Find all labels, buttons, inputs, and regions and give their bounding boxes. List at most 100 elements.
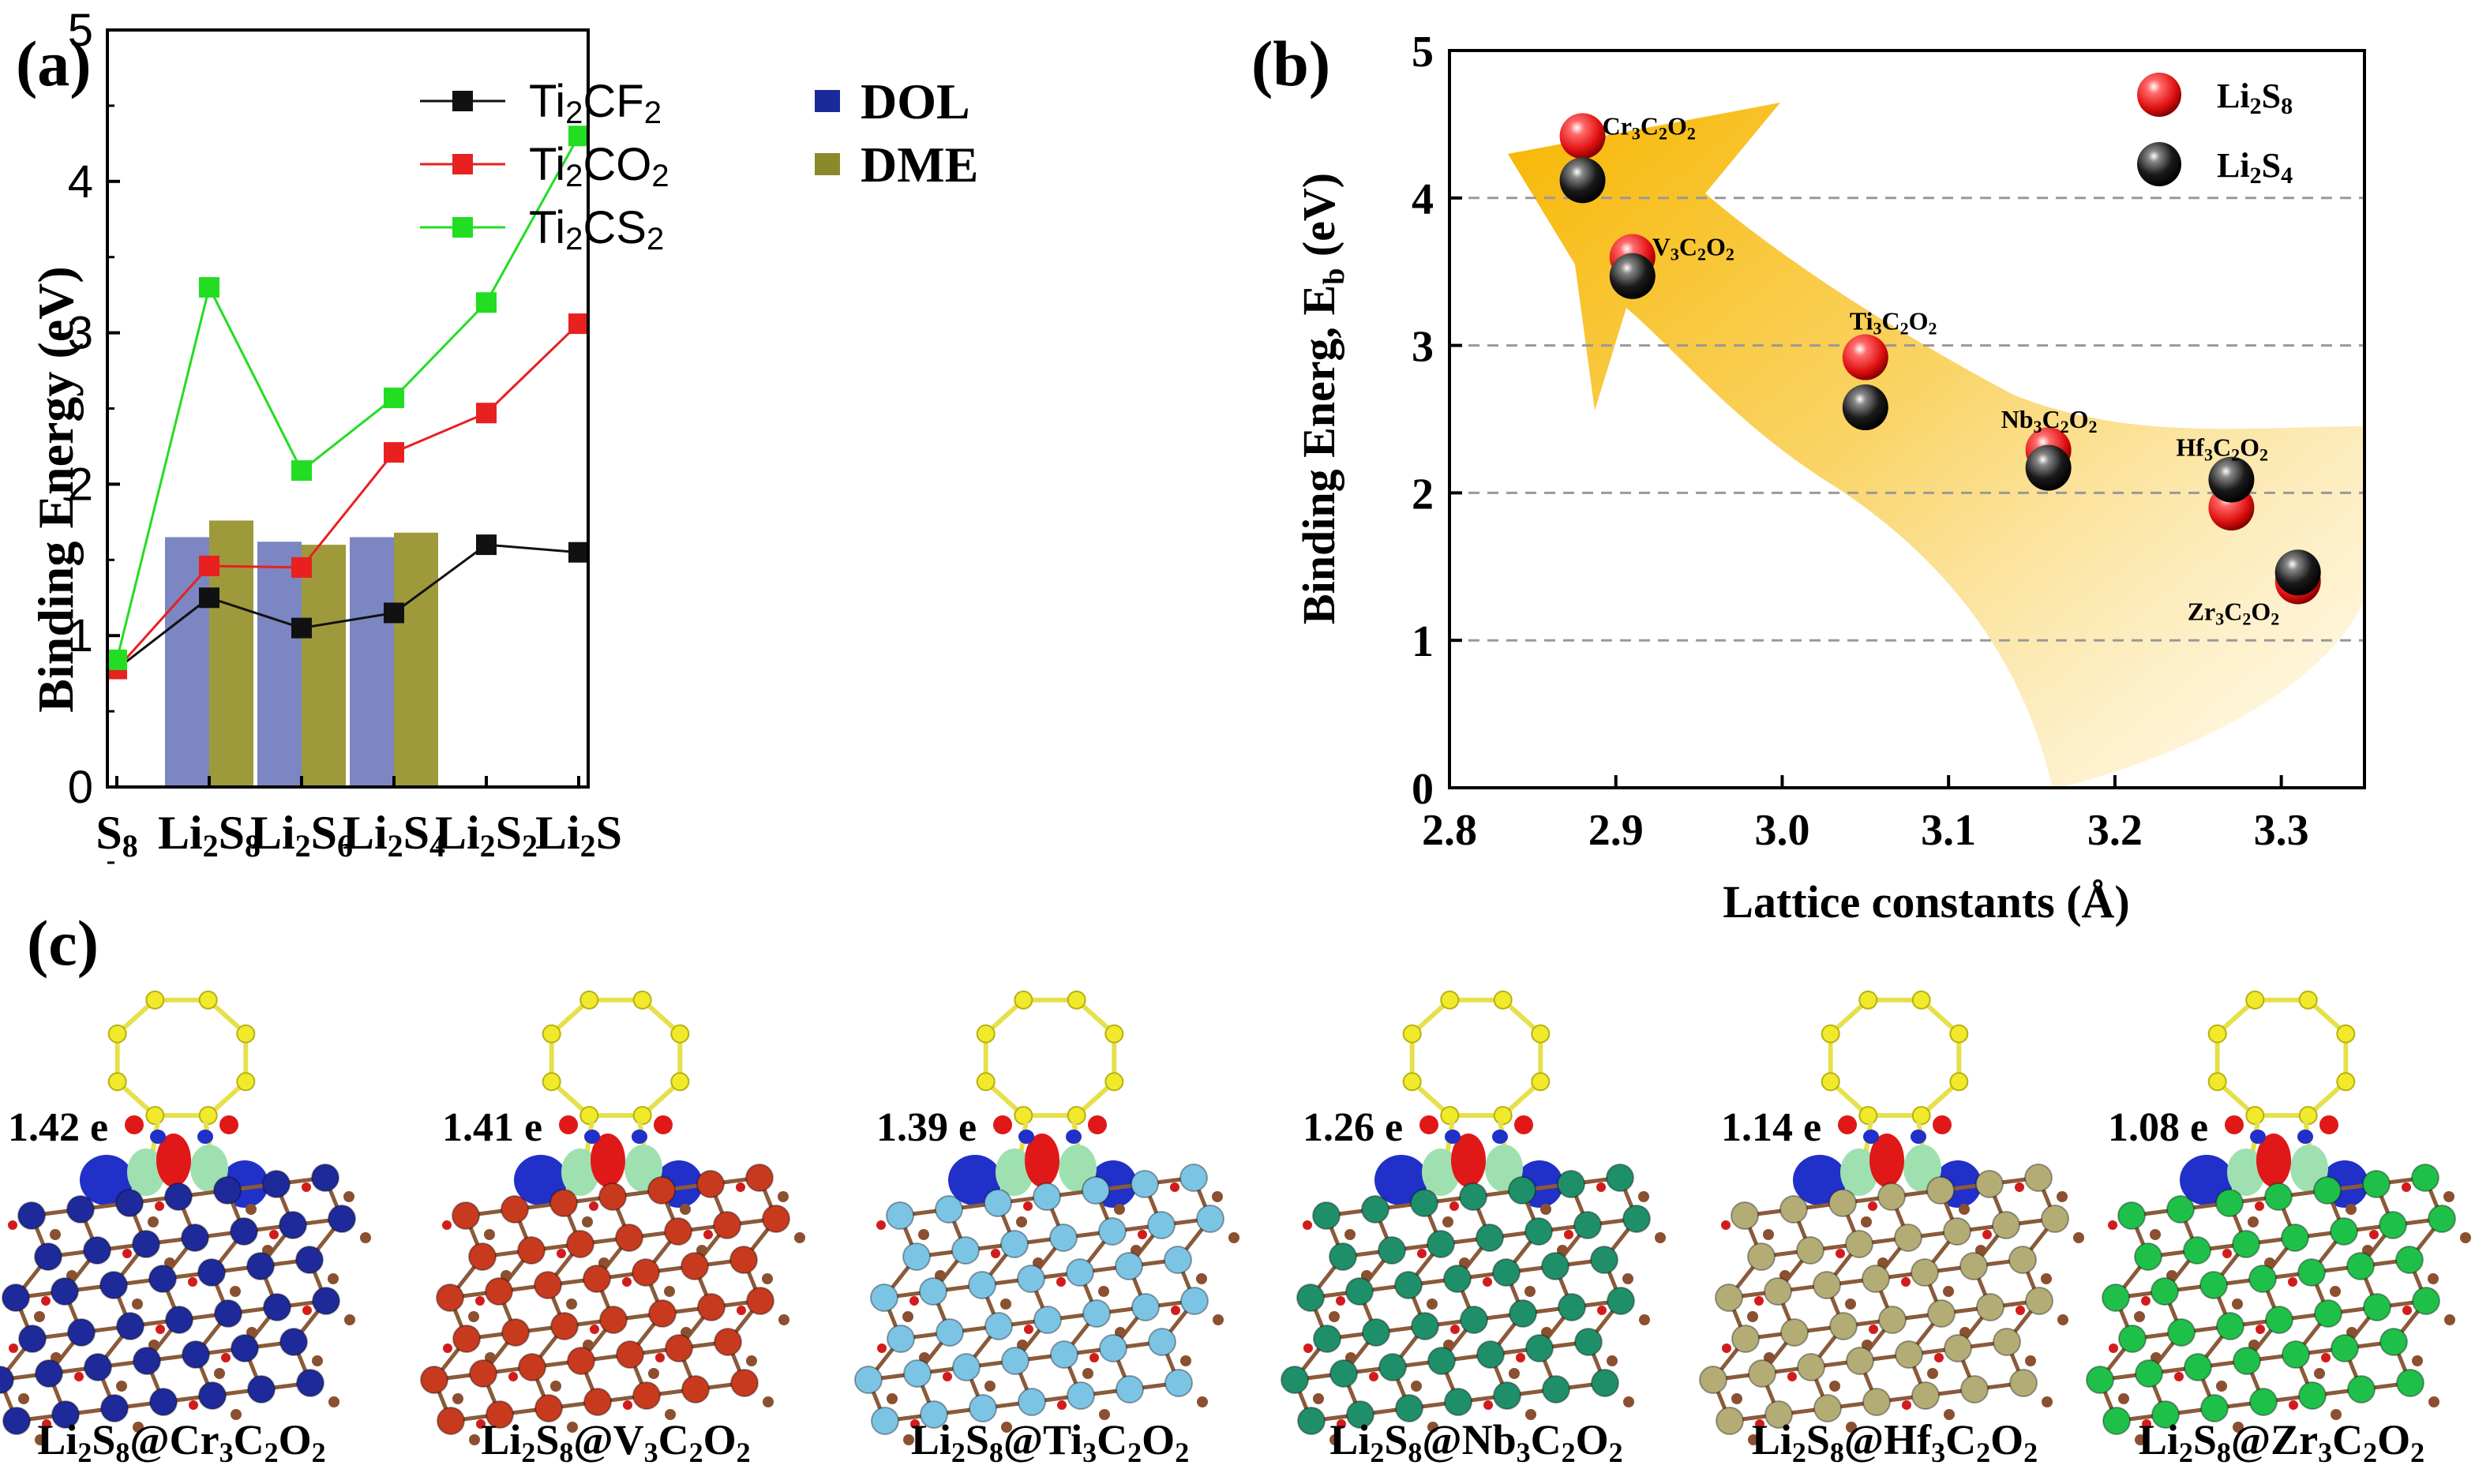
oxygen-atom (2402, 1306, 2412, 1315)
carbon-atom (935, 1270, 946, 1281)
charge-accumulation-blob (1088, 1115, 1107, 1134)
metal-atom (133, 1347, 161, 1375)
oxygen-atom (2256, 1325, 2265, 1334)
oxygen-atom (1721, 1220, 1731, 1230)
oxygen-atom (1869, 1325, 1878, 1334)
metal-atom (1862, 1265, 1890, 1293)
bar-dol-1 (165, 537, 209, 787)
metal-atom (1524, 1217, 1553, 1246)
metal-atom (1895, 1340, 1923, 1369)
charge-depletion-blob (1911, 1130, 1926, 1144)
metal-atom (632, 1258, 660, 1287)
oxygen-atom (1417, 1249, 1427, 1258)
sulfur-atom (145, 990, 165, 1010)
carbon-atom (2362, 1245, 2373, 1256)
series-line-ti2cs2 (115, 135, 580, 661)
oxygen-atom (2222, 1249, 2232, 1258)
caption-part: 2 (264, 1437, 279, 1468)
lithium-atom (561, 1149, 599, 1196)
mxene-slab (420, 1164, 805, 1445)
metal-atom (2428, 1205, 2456, 1233)
s8-ring-bond (2214, 997, 2349, 1119)
panel-b-y-axis-label: Binding Energ, Eb (eV) (1293, 173, 1351, 624)
oxygen-atom (1450, 1325, 1460, 1334)
carbon-atom (1524, 1286, 1536, 1297)
metal-atom (1001, 1347, 1029, 1375)
panel-b-gridlines (1449, 197, 2364, 642)
metal-atom (115, 1189, 144, 1217)
sulfur-atom (2336, 1024, 2356, 1044)
oxygen-atom (2015, 1182, 2024, 1192)
x-tick-label: 3.2 (2087, 806, 2143, 855)
label-part: Nb (2001, 405, 2034, 433)
x-tick-label: Li2S8 (158, 807, 261, 864)
metal-atom (1558, 1293, 1586, 1321)
metal-atom (1813, 1271, 1841, 1299)
caption-part: 2 (312, 1437, 326, 1468)
carbon-atom (1975, 1245, 1986, 1256)
metal-atom (486, 1400, 514, 1429)
metal-atom (1927, 1299, 1956, 1328)
label-part: Zr (2188, 597, 2216, 625)
oxygen-atom (1057, 1400, 1067, 1410)
label-part: O (2240, 433, 2259, 462)
metal-atom (2248, 1265, 2277, 1293)
oxygen-atom (557, 1249, 566, 1258)
metal-atom (437, 1407, 465, 1435)
metal-atom (615, 1224, 643, 1252)
carbon-atom (116, 1381, 127, 1392)
carbon-atom (1329, 1311, 1340, 1322)
caption-part: O (279, 1416, 312, 1463)
charge-accumulation-blob (993, 1115, 1012, 1134)
oxygen-atom (1023, 1201, 1033, 1211)
carbon-atom (2118, 1393, 2129, 1404)
metal-atom (2086, 1366, 2114, 1394)
carbon-atom (1622, 1273, 1633, 1284)
metal-atom (1542, 1375, 1570, 1403)
carbon-atom (984, 1381, 996, 1392)
legend-part: 2 (647, 222, 664, 257)
oxygen-atom (876, 1220, 886, 1230)
label-part: 2 (1659, 123, 1667, 143)
structure-caption: Li2S8@Cr3C2O2 (37, 1416, 325, 1468)
metal-atom (1313, 1325, 1341, 1353)
caption-part: 8 (989, 1437, 1003, 1468)
metal-atom (452, 1325, 481, 1353)
legend-part: Ti (529, 202, 565, 253)
metal-atom (2411, 1164, 2439, 1192)
oxygen-atom (1336, 1296, 1345, 1306)
metal-atom (2298, 1381, 2327, 1410)
point-label-cr: Cr3C2O2 (1603, 111, 1696, 143)
trend-arrow-shape (1508, 103, 2364, 789)
metal-atom (164, 1182, 193, 1211)
label-part: 2 (2242, 609, 2251, 628)
metal-atom (1541, 1252, 1569, 1280)
sulfur-atom (1858, 990, 1878, 1010)
carbon-atom (582, 1216, 593, 1227)
charge-accumulation-blob (1451, 1134, 1486, 1187)
y-tick-label: 4 (68, 156, 93, 208)
metal-atom (35, 1359, 63, 1388)
metal-atom (1312, 1201, 1341, 1230)
label-part: 3 (1632, 123, 1641, 143)
structure-caption: Li2S8@Hf3C2O2 (1752, 1416, 2038, 1468)
label-part: 2 (2231, 445, 2240, 465)
s8-ring-bond (1409, 997, 1543, 1119)
caption-part: S (1806, 1416, 1830, 1463)
x-tick-label: 2.9 (1588, 806, 1644, 855)
carbon-atom (583, 1340, 594, 1351)
oxygen-atom (2402, 1182, 2411, 1192)
carbon-atom (1329, 1434, 1341, 1445)
label-part: Ti (1850, 307, 1873, 335)
mxene-slab (2086, 1164, 2471, 1445)
oxygen-atom (442, 1220, 452, 1230)
mxene-slab (0, 1164, 371, 1445)
metal-atom (1049, 1224, 1078, 1252)
caption-part: S (535, 1416, 559, 1463)
carbon-atom (1525, 1409, 1536, 1420)
metal-atom (902, 1242, 931, 1271)
metal-atom (1731, 1201, 1759, 1230)
carbon-atom (1115, 1327, 1126, 1338)
lithium-atom (1840, 1149, 1878, 1196)
carbon-atom (2444, 1314, 2455, 1325)
